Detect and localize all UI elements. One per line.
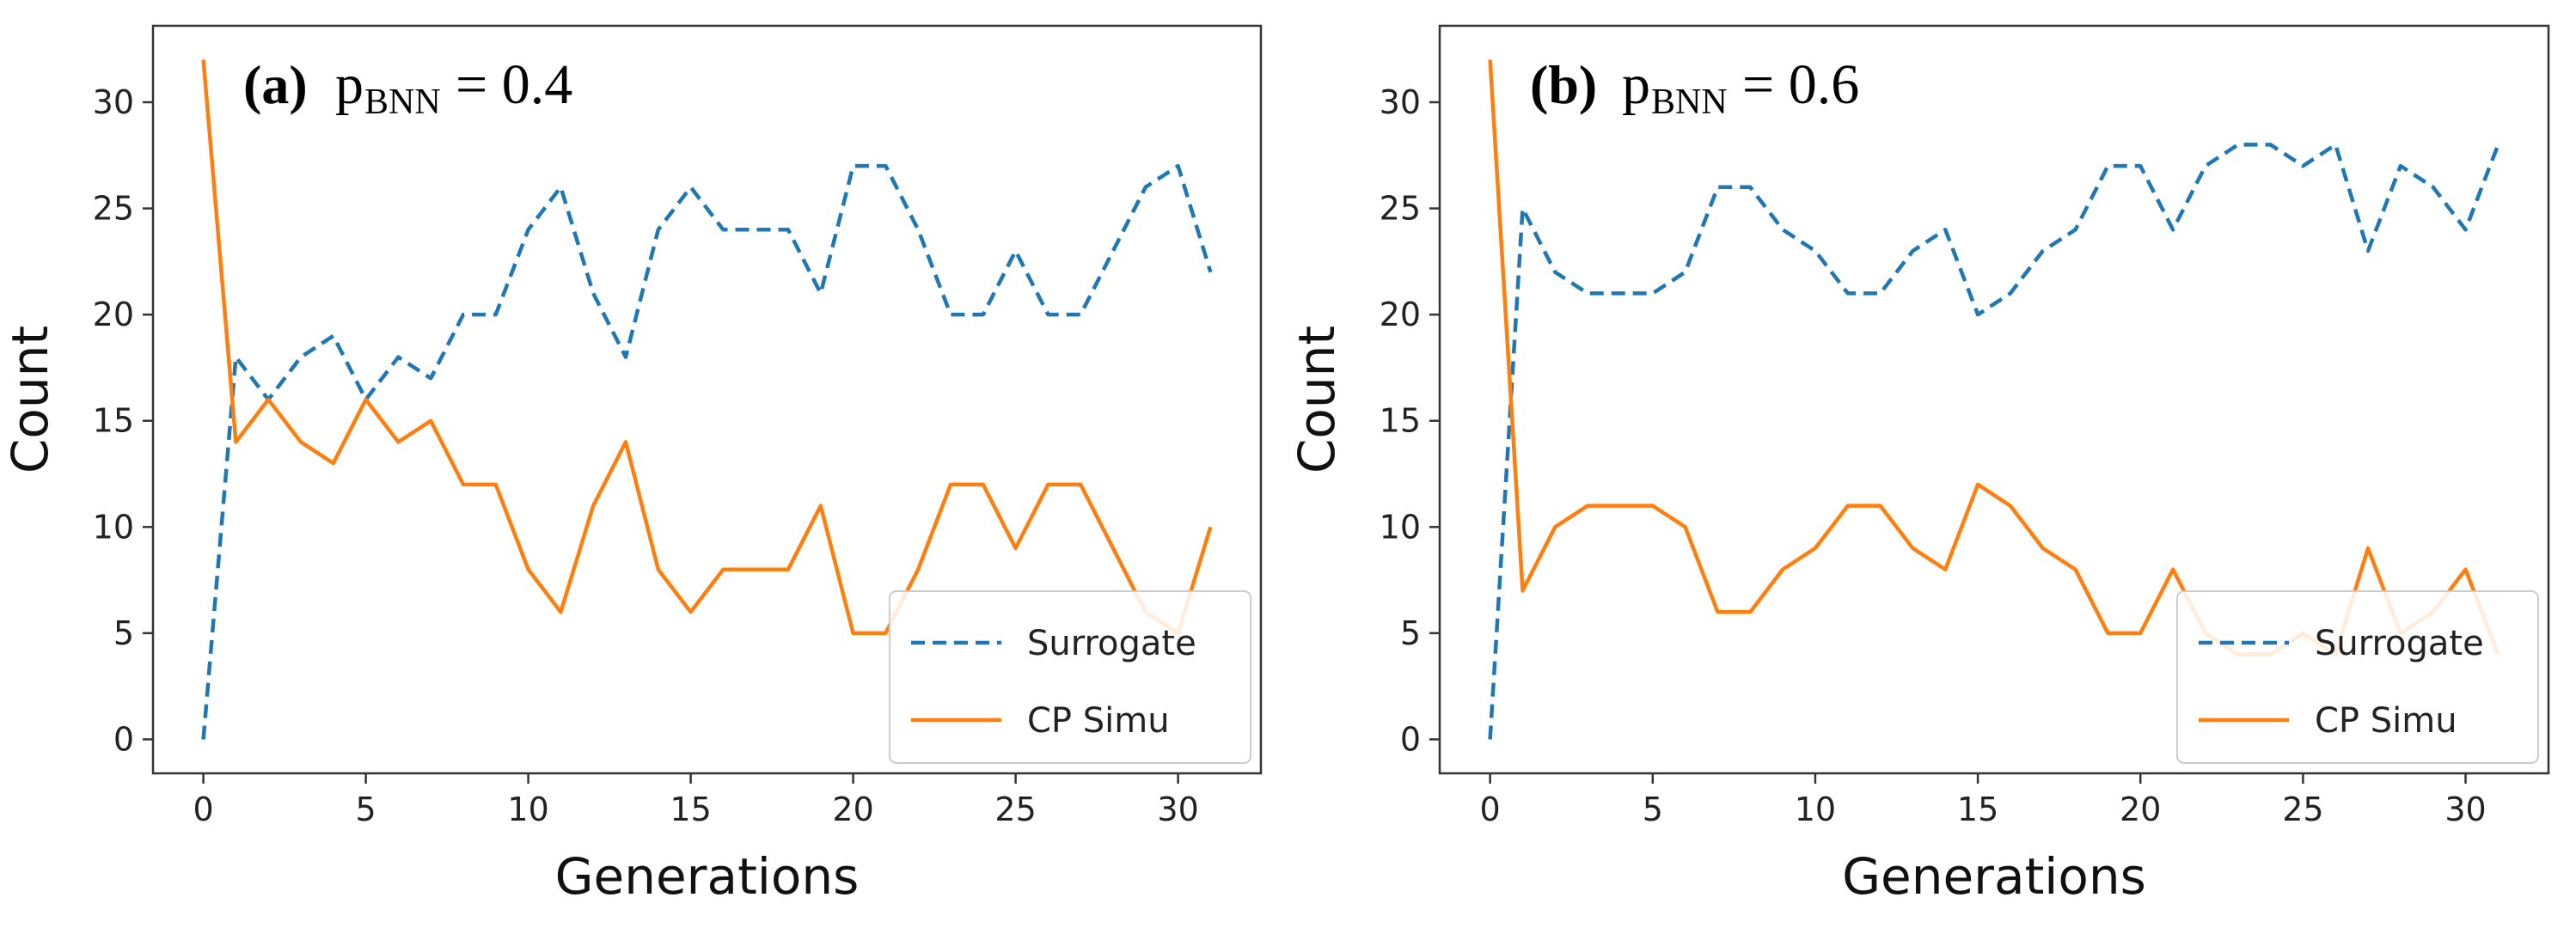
x-tick-label: 25 — [2282, 791, 2323, 828]
x-tick-label: 0 — [1480, 791, 1501, 828]
plot-frame — [1438, 24, 2550, 775]
panel-label: (b) — [1530, 54, 1597, 115]
panel-title: (a) p BNN = 0.4 — [243, 53, 572, 122]
y-axis-label: Count — [1288, 326, 1346, 473]
y-tick-label: 10 — [1380, 508, 1421, 546]
legend-label: CP Simu — [2315, 701, 2457, 741]
y-tick-label: 10 — [93, 508, 134, 546]
panel-label: (a) — [243, 54, 308, 115]
panel-title-value: = 0.4 — [456, 53, 572, 116]
panel-title-subscript: BNN — [364, 82, 441, 122]
panel-title-variable: p — [335, 53, 364, 116]
y-tick-label: 30 — [93, 83, 134, 121]
y-tick-label: 15 — [93, 402, 134, 440]
x-axis-label: Generations — [555, 847, 860, 906]
panel-title-value: = 0.6 — [1742, 53, 1859, 116]
series-line-cp-simu — [1488, 59, 2500, 656]
y-tick-label: 25 — [1380, 190, 1421, 228]
legend-label: Surrogate — [2315, 624, 2484, 663]
y-tick-label: 15 — [1380, 402, 1421, 440]
x-tick-label: 30 — [2444, 791, 2486, 828]
y-tick-label: 0 — [1400, 720, 1421, 758]
x-axis-label: Generations — [1842, 847, 2146, 906]
x-tick-label: 5 — [356, 791, 376, 828]
panel-title-subscript: BNN — [1651, 82, 1728, 122]
series-line-cp-simu — [201, 59, 1213, 636]
legend: Surrogate CP Simu — [2176, 590, 2539, 764]
y-tick-label: 5 — [113, 614, 134, 652]
y-axis-label: Count — [1, 326, 59, 473]
panel-title: (b) p BNN = 0.6 — [1530, 53, 1859, 122]
y-tick-label: 30 — [1380, 83, 1421, 121]
x-tick-label: 25 — [994, 791, 1036, 828]
x-tick-label: 30 — [1157, 791, 1198, 828]
series-line-surrogate — [201, 163, 1213, 740]
legend-label: CP Simu — [1027, 701, 1170, 741]
legend-label: Surrogate — [1027, 624, 1196, 663]
x-tick-label: 20 — [2120, 791, 2161, 828]
x-tick-label: 0 — [193, 791, 213, 828]
y-tick-label: 0 — [113, 720, 134, 758]
y-tick-label: 20 — [1380, 296, 1421, 333]
y-tick-label: 20 — [93, 296, 134, 333]
x-tick-label: 5 — [1643, 791, 1663, 828]
series-line-surrogate — [1488, 143, 2500, 740]
legend: Surrogate CP Simu — [889, 590, 1251, 764]
chart-panel-b: 0 5 10 15 20 25 30 0 5 10 15 20 25 30 Generations Count… — [1288, 24, 2550, 906]
x-tick-label: 15 — [670, 791, 711, 828]
x-tick-label: 15 — [1957, 791, 1998, 828]
x-tick-label: 20 — [832, 791, 873, 828]
plot-frame — [151, 24, 1263, 775]
x-tick-label: 10 — [1795, 791, 1836, 828]
y-tick-label: 5 — [1400, 614, 1421, 652]
y-tick-label: 25 — [93, 190, 134, 228]
panel-title-variable: p — [1622, 53, 1650, 116]
x-tick-label: 10 — [507, 791, 548, 828]
chart-panel-a: 0 5 10 15 20 25 30 0 5 10 15 20 25 30 Generations Count… — [1, 24, 1263, 906]
